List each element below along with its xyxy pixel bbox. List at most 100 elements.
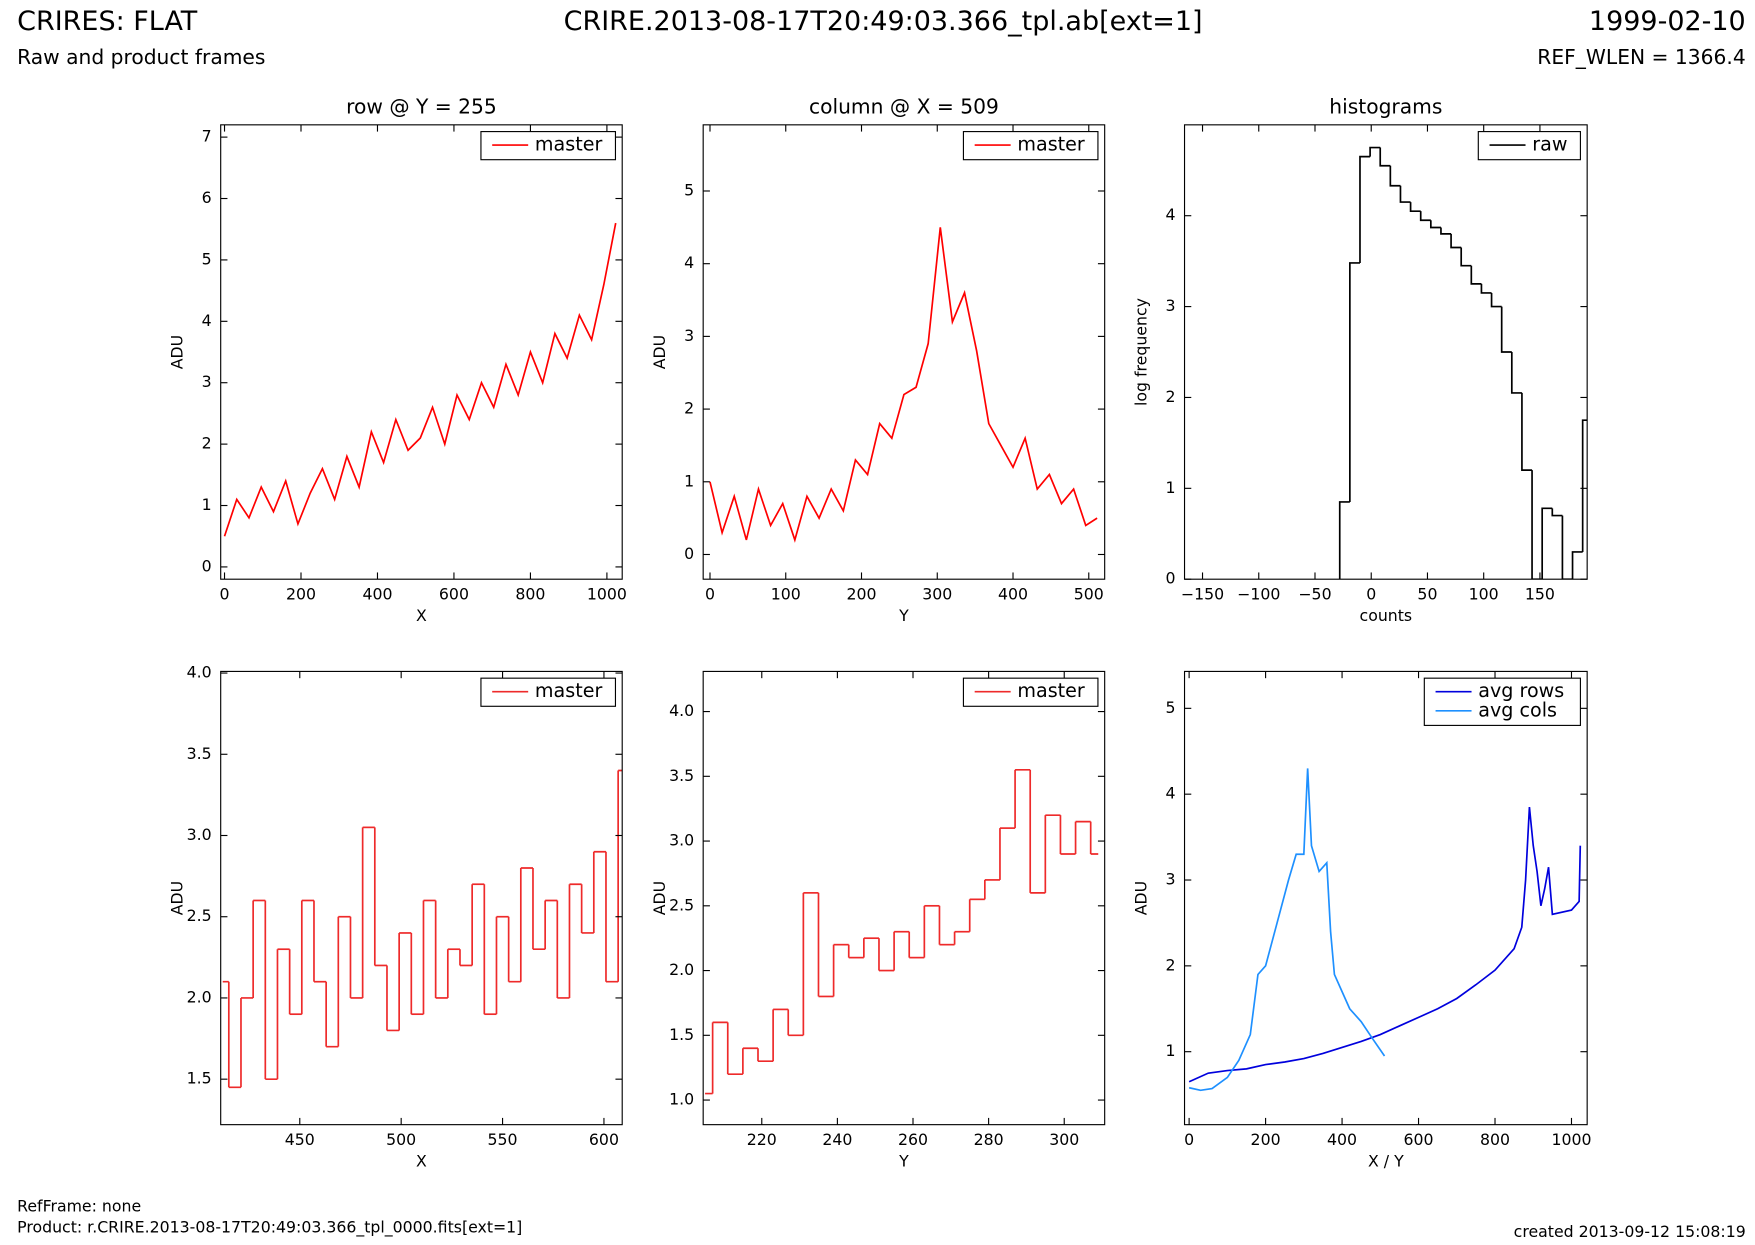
x-tick-label: 100 [1469,584,1499,603]
plot-frame [1183,124,1588,580]
created: created 2013-09-12 15:08:19 [1514,1222,1746,1241]
x-tick-label: 400 [362,584,392,603]
y-tick-label: 5 [684,180,694,199]
x-tick-label: 300 [1049,1130,1079,1149]
plot-area [709,227,1098,543]
histogram-bin [1460,247,1472,267]
panel: X / Y ADU 0 200 400 600 800 1000 1 2 3 4 5 avg rowsav… [1131,670,1592,1170]
histogram-bin [1510,352,1522,394]
legend-label: avg cols [1478,698,1557,721]
plot-area [705,768,1099,1095]
x-tick-label: −150 [1181,584,1224,603]
series-line [1188,806,1582,1083]
y-tick-label: 2.5 [187,906,212,925]
panel: X ADU 450 500 550 600 1.5 2.0 2.5 3.0 3.5 4.0 master [167,663,623,1170]
x-tick-label: 600 [1404,1130,1434,1149]
y-tick-label: 3 [202,372,212,391]
legend: raw [1477,131,1581,161]
y-tick-label: 3.5 [669,766,694,785]
histogram-bin [1531,470,1543,580]
y-tick-label: 2 [684,399,694,418]
file-name: CRIRE.2013-08-17T20:49:03.366_tpl.ab[ext… [564,6,1203,37]
y-tick-label: 2 [1166,387,1176,406]
y-axis-label: ADU [167,881,186,915]
y-tick-label: 3.0 [669,831,694,850]
legend-label: master [535,679,603,702]
y-tick-label: 2.0 [669,960,694,979]
x-tick-label: 100 [771,584,801,603]
y-tick-label: 2.5 [669,895,694,914]
x-tick-label: 50 [1417,584,1437,603]
x-tick-label: 220 [747,1130,777,1149]
y-axis-label: ADU [167,335,186,369]
plot-frame [702,124,1106,580]
histogram-bin [1561,515,1573,580]
legend: master [480,131,617,161]
page-subtitle: Raw and product frames [17,45,265,69]
histogram-bin [1450,233,1462,249]
x-tick-label: 400 [1327,1130,1357,1149]
y-tick-label: 6 [202,188,212,207]
y-tick-label: 3 [1166,870,1176,889]
histogram-bin [1409,202,1421,213]
y-tick-label: 1 [1166,1041,1176,1060]
histogram-bin [1399,185,1411,203]
histogram-bin [1571,551,1583,580]
x-tick-label: 400 [998,584,1028,603]
x-tick-label: 1000 [587,584,627,603]
panel: row @ Y = 255 X ADU 0 200 400 600 800 1000 0 1 2 3 4 5… [167,94,626,624]
y-axis-label: log frequency [1131,298,1150,406]
x-tick-label: 0 [1366,584,1376,603]
x-axis-label: X / Y [1368,1151,1404,1170]
panel: column @ X = 509 Y ADU 0 100 200 300 400 500 0 1 2 3… [650,94,1106,625]
y-tick-label: 1 [684,471,694,490]
x-tick-label: 550 [488,1130,518,1149]
y-axis-label: ADU [1131,881,1150,915]
x-axis-label: X [416,606,427,625]
panel-title: column @ X = 509 [809,94,999,118]
y-tick-label: 4 [1166,784,1176,803]
date: 1999-02-10 [1589,6,1746,37]
y-tick-label: 0 [202,556,212,575]
x-tick-label: 240 [822,1130,852,1149]
y-tick-label: 3 [684,326,694,345]
x-tick-label: 500 [386,1130,416,1149]
plot-area [1338,146,1588,580]
histogram-bin [1389,165,1401,187]
page-title: CRIRES: FLAT [17,6,198,37]
legend: master [480,677,617,707]
histogram-bin [1500,306,1512,353]
plot-frame [220,670,623,1126]
y-tick-label: 2 [202,434,212,453]
plot-frame [220,124,623,580]
panel-title: histograms [1329,94,1442,118]
x-tick-label: 800 [1480,1130,1510,1149]
x-tick-label: 0 [1184,1130,1194,1149]
x-axis-label: counts [1360,606,1413,625]
plot-area [1188,768,1582,1092]
x-tick-label: 500 [1074,584,1104,603]
histogram-bin [1429,220,1441,229]
legend-label: master [1017,679,1085,702]
ref-wlen: REF_WLEN = 1366.4 [1537,45,1745,69]
x-tick-label: 1000 [1551,1130,1591,1149]
y-tick-label: 4 [684,253,694,272]
x-tick-label: 800 [515,584,545,603]
x-tick-label: −100 [1237,584,1280,603]
series-line [709,227,1098,543]
x-tick-label: 0 [220,584,230,603]
x-tick-label: −50 [1298,584,1331,603]
y-tick-label: 1.5 [669,1025,694,1044]
y-tick-label: 1.0 [669,1090,694,1109]
y-tick-label: 3.0 [187,825,212,844]
series-line [223,222,617,537]
histogram-bin [1521,392,1533,471]
legend: master [962,677,1099,707]
x-tick-label: 0 [705,584,715,603]
plot-frame [702,670,1106,1126]
histogram-bin [1581,419,1588,552]
legend-label: avg rows [1478,679,1564,702]
